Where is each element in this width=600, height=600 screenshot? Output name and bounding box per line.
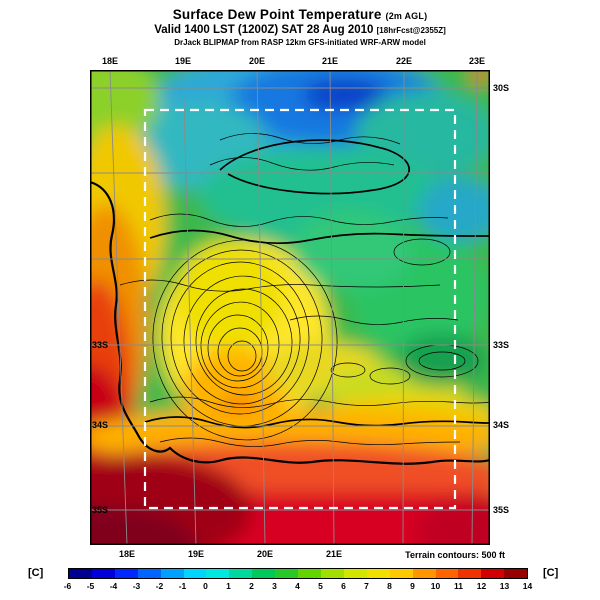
- colorbar-segment: [343, 569, 367, 578]
- lat-label-left: 35S: [91, 505, 108, 515]
- colorbar: [68, 568, 528, 579]
- colorbar-segment: [91, 569, 115, 578]
- colorbar-segment: [114, 569, 138, 578]
- lon-label-bottom: 18E: [118, 549, 135, 559]
- colorbar-tick-label: -3: [132, 581, 141, 591]
- colorbar-segment: [298, 569, 321, 578]
- colorbar-unit-left: [C]: [28, 567, 44, 579]
- lat-label-left: 34S: [91, 420, 108, 430]
- colorbar-segment: [412, 569, 436, 578]
- lon-label-top: 18E: [101, 56, 118, 66]
- model-domain-box: [143, 108, 457, 510]
- lon-label-bottom: 21E: [325, 549, 342, 559]
- lat-label-left: 33S: [91, 340, 108, 350]
- title-suffix: (2m AGL): [385, 11, 428, 21]
- colorbar-segment: [252, 569, 276, 578]
- colorbar-segment: [435, 569, 459, 578]
- colorbar-tick-label: 4: [295, 581, 300, 591]
- colorbar-segment: [366, 569, 390, 578]
- model-info-line: DrJack BLIPMAP from RASP 12km GFS-initia…: [174, 38, 426, 47]
- colorbar-tick-label: 1: [226, 581, 231, 591]
- lon-label-top: 19E: [174, 56, 191, 66]
- valid-time-text: Valid 1400 LST (1200Z) SAT 28 Aug 2010: [154, 24, 374, 36]
- valid-time-line: Valid 1400 LST (1200Z) SAT 28 Aug 2010 […: [0, 24, 600, 36]
- temperature-fill-field: [90, 70, 490, 545]
- lon-label-top: 22E: [395, 56, 412, 66]
- colorbar-segment: [206, 569, 230, 578]
- title-text: Surface Dew Point Temperature: [172, 7, 382, 22]
- colorbar-tick-label: -5: [86, 581, 95, 591]
- colorbar-segment: [229, 569, 253, 578]
- colorbar-segment: [275, 569, 299, 578]
- colorbar-tick-label: -2: [155, 581, 164, 591]
- map-border: [90, 70, 490, 545]
- colorbar-tick-labels: -6 -5 -4 -3 -2 -1 0 1 2 3 4 5 6 7 8 9 10 11 12 13 14: [56, 581, 540, 591]
- graticule: [90, 70, 490, 545]
- colorbar-tick-label: 12: [476, 581, 487, 591]
- coastline: [90, 180, 490, 465]
- lat-label-right: 34S: [492, 420, 509, 430]
- colorbar-tick-label: -1: [178, 581, 187, 591]
- lon-label-bottom: 19E: [187, 549, 204, 559]
- colorbar-segment: [183, 569, 207, 578]
- colorbar-tick-label: 14: [522, 581, 533, 591]
- forecast-lead-text: [18hrFcst@2355Z]: [376, 26, 446, 35]
- dewpoint-contour-map: [90, 70, 490, 545]
- colorbar-segment: [320, 569, 344, 578]
- colorbar-segment: [481, 569, 505, 578]
- lat-label-right: 33S: [492, 340, 509, 350]
- colorbar-tick-label: 11: [454, 581, 463, 591]
- colorbar-segment: [389, 569, 413, 578]
- colorbar-segment: [137, 569, 161, 578]
- colorbar-segment: [69, 569, 92, 578]
- colorbar-tick-label: 5: [318, 581, 323, 591]
- colorbar-tick-label: 8: [387, 581, 392, 591]
- colorbar-tick-label: 0: [203, 581, 208, 591]
- lon-label-top: 21E: [321, 56, 338, 66]
- colorbar-tick-label: 3: [272, 581, 277, 591]
- lat-label-right: 30S: [492, 83, 509, 93]
- colorbar-segment: [458, 569, 482, 578]
- colorbar-segment: [160, 569, 184, 578]
- colorbar-tick-label: 7: [364, 581, 369, 591]
- colorbar-tick-label: 6: [341, 581, 346, 591]
- colorbar-tick-label: 10: [430, 581, 441, 591]
- header: Surface Dew Point Temperature (2m AGL) V…: [0, 7, 600, 47]
- colorbar-tick-label: 13: [499, 581, 510, 591]
- lat-label-right: 35S: [492, 505, 509, 515]
- colorbar-tick-label: -4: [109, 581, 118, 591]
- terrain-contours-note: Terrain contours: 500 ft: [405, 550, 505, 560]
- colorbar-segment: [504, 569, 528, 578]
- colorbar-tick-label: 2: [249, 581, 254, 591]
- lon-label-top: 20E: [248, 56, 265, 66]
- colorbar-tick-label: 9: [410, 581, 415, 591]
- page-title: Surface Dew Point Temperature (2m AGL): [0, 7, 600, 22]
- colorbar-tick-label: -6: [63, 581, 72, 591]
- lon-label-top: 23E: [468, 56, 485, 66]
- colorbar-unit-right: [C]: [543, 567, 559, 579]
- lon-label-bottom: 20E: [256, 549, 273, 559]
